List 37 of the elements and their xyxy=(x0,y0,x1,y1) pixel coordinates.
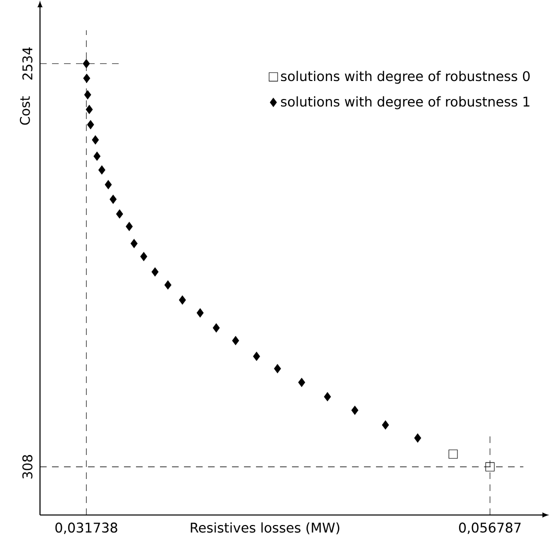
point xyxy=(92,135,99,144)
point xyxy=(253,352,260,361)
x-tick-label: 0,056787 xyxy=(459,522,521,534)
point xyxy=(130,238,138,248)
x-tick-label: 0,031738 xyxy=(55,522,118,534)
point xyxy=(298,378,306,387)
point xyxy=(83,74,90,83)
point xyxy=(485,462,495,472)
point xyxy=(84,90,92,100)
y-tick-label: 2534 xyxy=(22,47,32,80)
point xyxy=(94,152,100,161)
point xyxy=(116,209,124,219)
legend-label: solutions with degree of robustness 0 xyxy=(281,70,530,84)
point xyxy=(104,180,112,190)
point xyxy=(152,267,158,276)
point xyxy=(212,323,220,332)
point xyxy=(110,194,117,204)
y-axis-title: Cost xyxy=(20,96,30,125)
y-tick-label: 308 xyxy=(22,455,32,479)
legend-label: solutions with degree of robustness 1 xyxy=(281,96,530,110)
point xyxy=(232,336,240,346)
point xyxy=(351,406,358,415)
point xyxy=(164,280,172,290)
point xyxy=(98,165,106,174)
point xyxy=(82,59,90,68)
point xyxy=(126,222,133,232)
point xyxy=(86,104,93,114)
point xyxy=(382,420,389,430)
point xyxy=(324,392,331,402)
point xyxy=(140,252,148,262)
point xyxy=(196,308,204,318)
x-axis-title: Resistives losses (MW) xyxy=(190,522,340,534)
point xyxy=(178,295,186,305)
point xyxy=(414,433,422,443)
point xyxy=(448,450,458,459)
point xyxy=(87,120,94,130)
point xyxy=(274,364,281,374)
